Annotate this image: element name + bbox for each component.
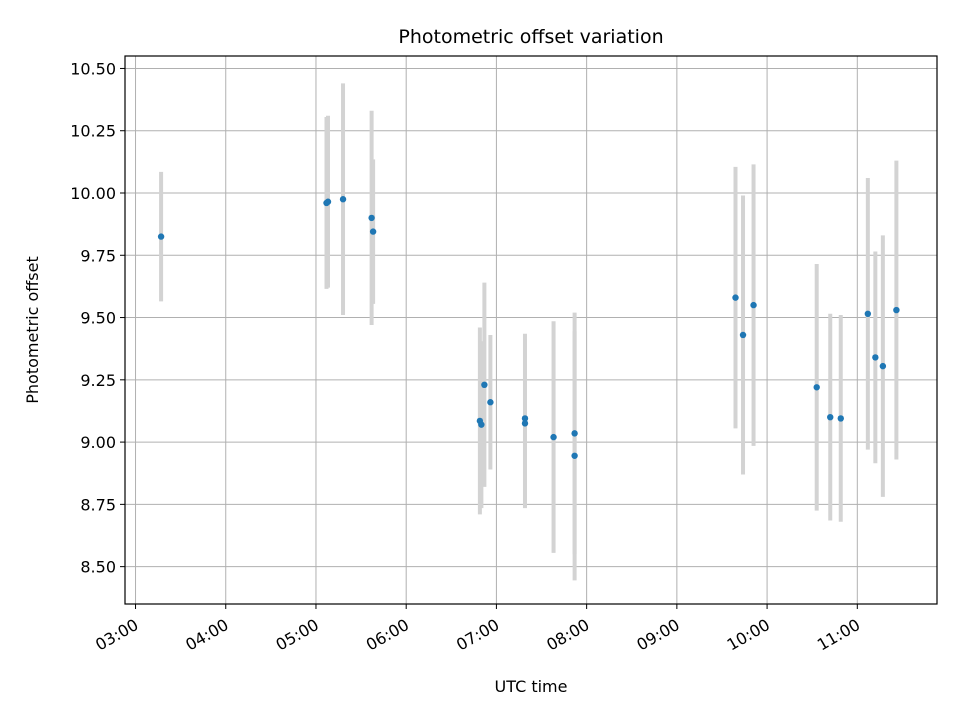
data-point [521,415,529,422]
data-point [739,331,747,339]
data-point [893,306,900,314]
y-tick-label: 8.75 [80,495,116,514]
data-point [571,430,578,437]
data-point [369,228,377,235]
x-axis-label: UTC time [495,677,568,696]
data-point [157,233,165,240]
y-tick-label: 9.75 [80,246,116,265]
data-points [157,196,900,459]
data-point [478,421,485,428]
data-point [864,310,872,318]
data-point [837,415,844,422]
data-point [550,433,557,441]
y-tick-label: 10.50 [70,59,116,78]
y-tick-label: 9.00 [80,433,116,452]
data-point [732,294,739,301]
plot-frame [124,55,938,605]
y-tick-label: 10.25 [70,122,116,141]
data-point [827,413,834,421]
data-point [879,362,887,370]
data-point [571,452,578,459]
y-tick-label: 8.50 [80,558,116,577]
data-point [339,196,347,203]
grid-lines [125,56,937,604]
data-point [368,214,375,222]
data-point [813,384,820,391]
data-point [324,198,332,205]
data-point [487,399,494,406]
chart-title: Photometric offset variation [398,26,663,48]
data-point [481,381,488,388]
y-tick-label: 10.00 [70,184,116,203]
data-point [750,301,757,309]
data-point [872,354,879,361]
data-point [521,420,529,427]
y-axis-label: Photometric offset [23,256,42,404]
y-tick-label: 9.25 [80,371,116,390]
y-tick-label: 9.50 [80,309,116,328]
y-axis-ticks: 8.50 8.75 9.00 9.25 9.50 9.75 10.00 10.25 10.50 [70,59,125,577]
